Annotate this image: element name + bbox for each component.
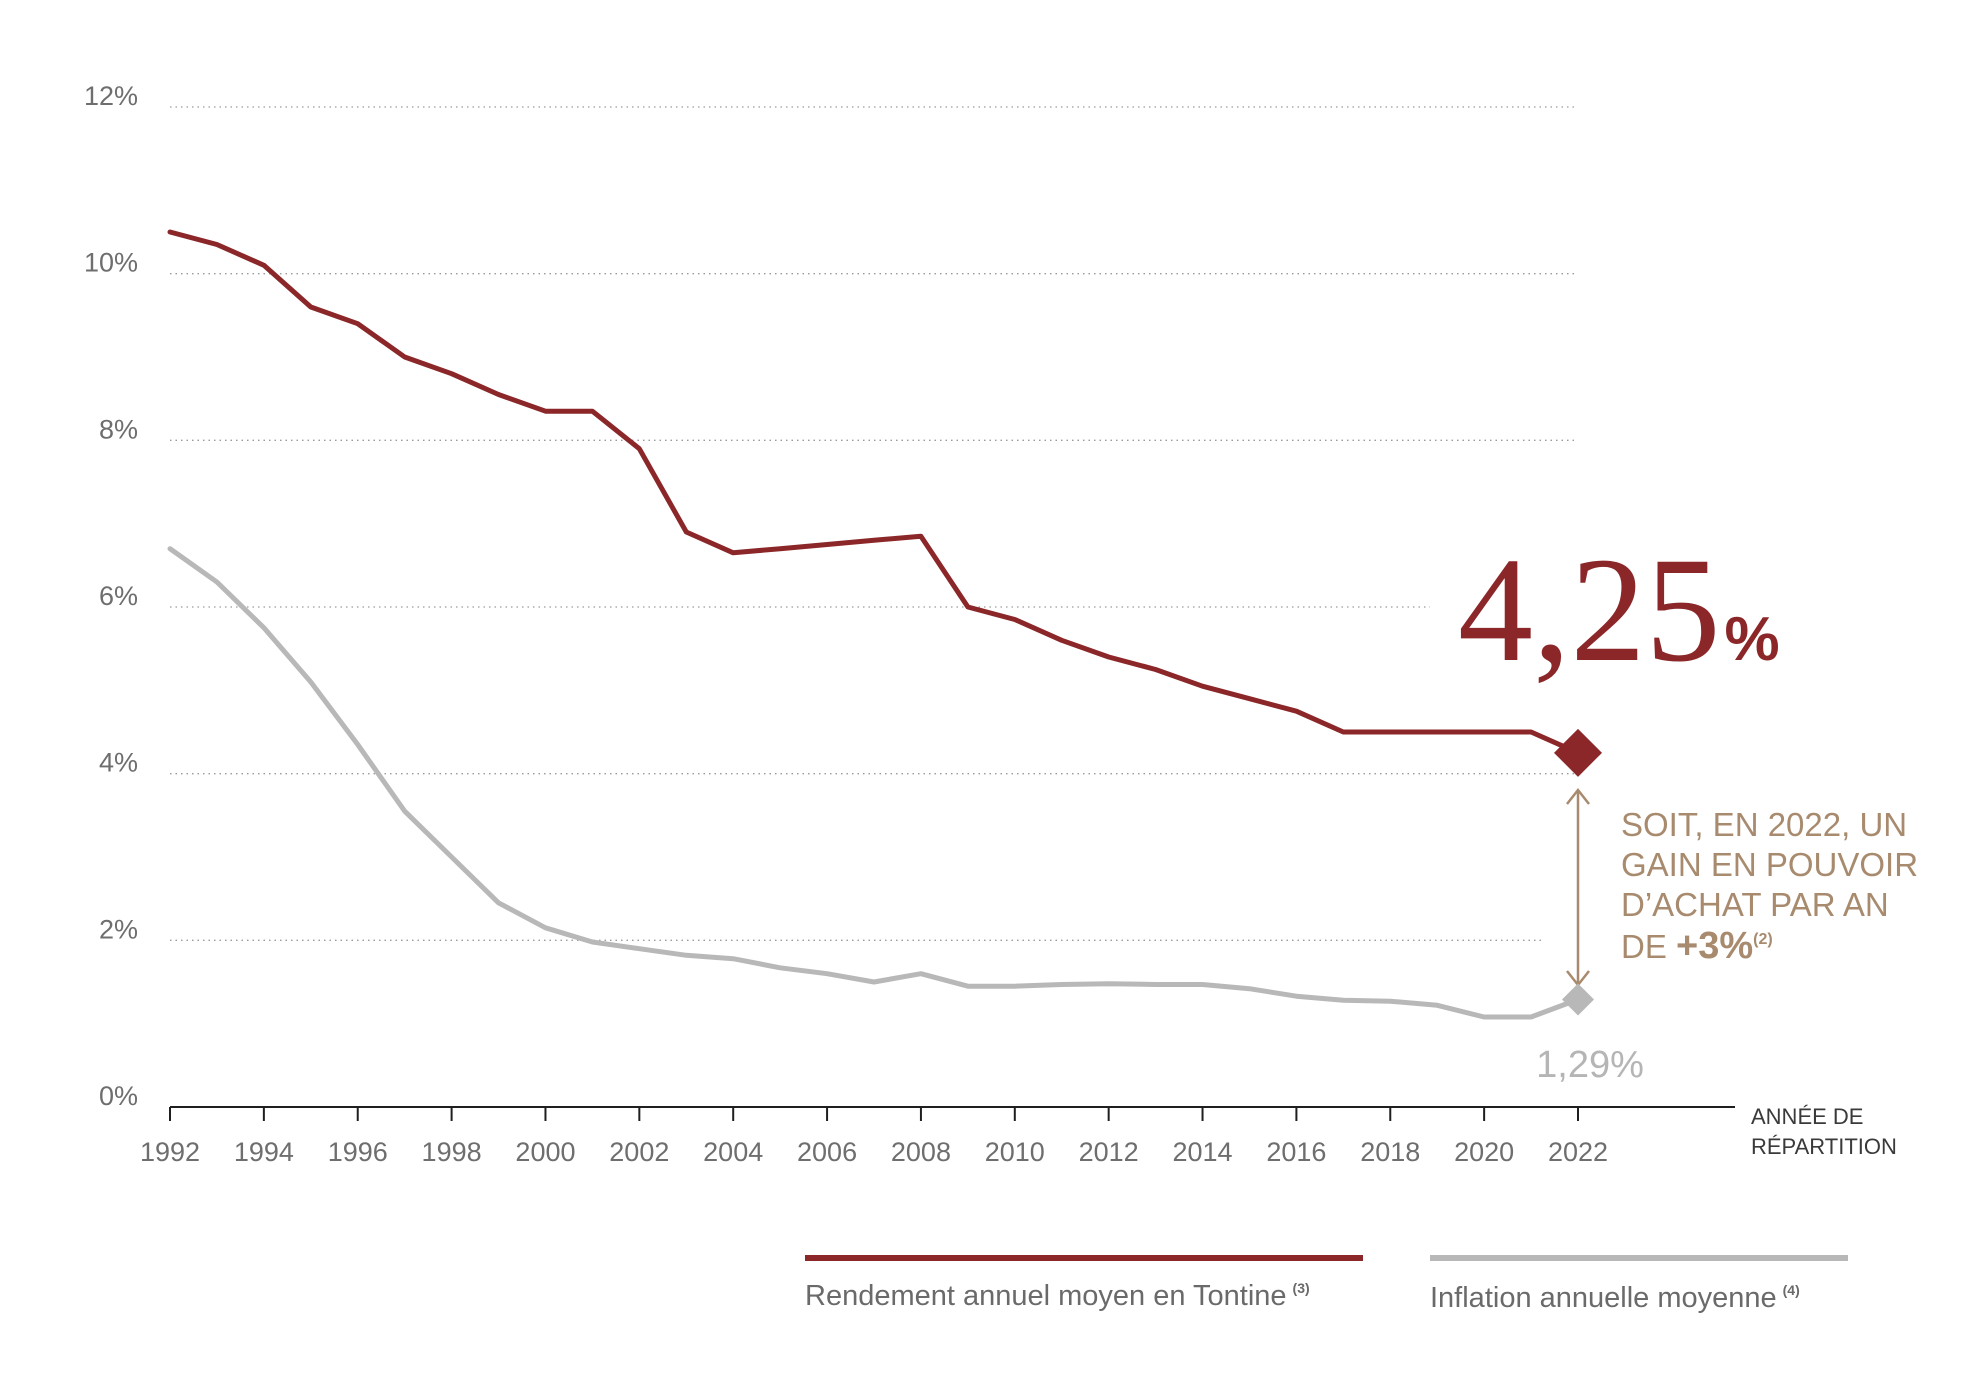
x-tick-label: 2020	[1454, 1137, 1514, 1167]
tontine-final-number: 4,25	[1458, 527, 1721, 693]
gridlines	[170, 106, 1578, 941]
x-tick-label: 2010	[985, 1137, 1045, 1167]
gain-line-2: GAIN EN POUVOIR	[1621, 846, 1918, 883]
gain-annotation: SOIT, EN 2022, UN GAIN EN POUVOIR D’ACHA…	[1621, 806, 1918, 967]
series-lines	[167, 229, 1581, 1020]
legend-note-tontine: (3)	[1293, 1280, 1310, 1296]
x-tick-label: 1992	[140, 1137, 200, 1167]
series-line-tontine	[167, 229, 1581, 756]
legend: Rendement annuel moyen en Tontine (3) Inf…	[805, 1255, 1848, 1314]
y-tick-label: 0%	[99, 1081, 138, 1111]
y-tick-label: 8%	[99, 414, 138, 444]
gain-note: (2)	[1753, 931, 1773, 948]
x-tick-label: 2022	[1548, 1137, 1608, 1167]
x-axis-label-line-2: RÉPARTITION	[1751, 1134, 1897, 1159]
gain-arrow	[1566, 787, 1590, 988]
x-axis-ticks: 1992 1994 1996 1998 2000 2002 2004 2006 2008 2010…	[140, 1107, 1608, 1167]
y-tick-label: 10%	[84, 248, 138, 278]
inflation-final-value: 1,29%	[1536, 1044, 1644, 1086]
x-tick-label: 1996	[328, 1137, 388, 1167]
x-tick-label: 2016	[1266, 1137, 1326, 1167]
gain-prefix: DE	[1621, 928, 1676, 965]
inflation-final-marker	[1562, 983, 1594, 1016]
gain-value: +3%	[1676, 925, 1753, 967]
x-tick-label: 2008	[891, 1137, 951, 1167]
x-tick-label: 1994	[234, 1137, 294, 1167]
y-tick-label: 12%	[84, 81, 138, 111]
x-tick-label: 2012	[1079, 1137, 1139, 1167]
x-axis-label-line-1: ANNÉE DE	[1751, 1104, 1863, 1129]
legend-item-inflation: Inflation annuelle moyenne (4)	[1430, 1282, 1800, 1314]
legend-label-inflation: Inflation annuelle moyenne	[1430, 1282, 1777, 1314]
series-line-inflation	[167, 546, 1581, 1020]
x-tick-label: 2014	[1172, 1137, 1232, 1167]
y-tick-label: 4%	[99, 748, 138, 778]
gain-line-4: DE +3%(2)	[1621, 925, 1773, 967]
tontine-final-marker	[1554, 728, 1602, 777]
x-tick-label: 2018	[1360, 1137, 1420, 1167]
tontine-final-value: 4,25%	[1458, 527, 1780, 693]
gain-line-1: SOIT, EN 2022, UN	[1621, 806, 1907, 843]
legend-note-inflation: (4)	[1783, 1282, 1800, 1298]
x-tick-label: 1998	[422, 1137, 482, 1167]
y-tick-label: 2%	[99, 914, 138, 944]
y-axis-tick-labels: 0% 2% 4% 6% 8% 10% 12%	[84, 81, 138, 1111]
x-tick-label: 2004	[703, 1137, 763, 1167]
x-tick-label: 2000	[515, 1137, 575, 1167]
tontine-final-unit: %	[1725, 605, 1780, 674]
legend-item-tontine: Rendement annuel moyen en Tontine (3)	[805, 1280, 1310, 1312]
y-tick-label: 6%	[99, 581, 138, 611]
x-tick-label: 2002	[609, 1137, 669, 1167]
legend-label-tontine: Rendement annuel moyen en Tontine	[805, 1280, 1287, 1312]
gain-line-3: D’ACHAT PAR AN	[1621, 886, 1889, 923]
x-tick-label: 2006	[797, 1137, 857, 1167]
